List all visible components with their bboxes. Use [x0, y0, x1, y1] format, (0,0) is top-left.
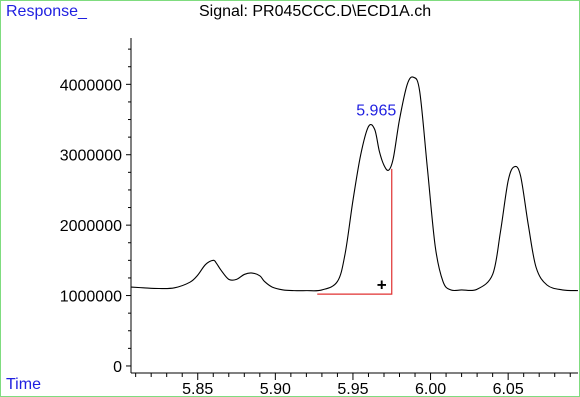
y-tick-label: 2000000 — [60, 218, 122, 235]
y-tick-label: 0 — [113, 359, 122, 376]
signal-trace — [130, 76, 579, 292]
y-tick-label: 4000000 — [60, 77, 122, 94]
y-axis-label: Response_ — [6, 3, 87, 20]
x-tick-label: 5.90 — [260, 381, 291, 397]
integration-baseline — [317, 168, 393, 295]
x-axis-label: Time — [6, 376, 41, 393]
chart-title: Signal: PR045CCC.D\ECD1A.ch — [199, 3, 432, 20]
x-tick-label: 5.95 — [337, 381, 368, 397]
y-tick-label: 1000000 — [60, 289, 122, 306]
x-tick-label: 6.00 — [415, 381, 446, 397]
peak-retention-label: 5.965 — [356, 102, 396, 119]
y-tick-label: 3000000 — [60, 148, 122, 165]
x-tick-label: 5.85 — [182, 381, 213, 397]
x-tick-label: 6.05 — [493, 381, 524, 397]
integration-marker: + — [377, 275, 387, 294]
